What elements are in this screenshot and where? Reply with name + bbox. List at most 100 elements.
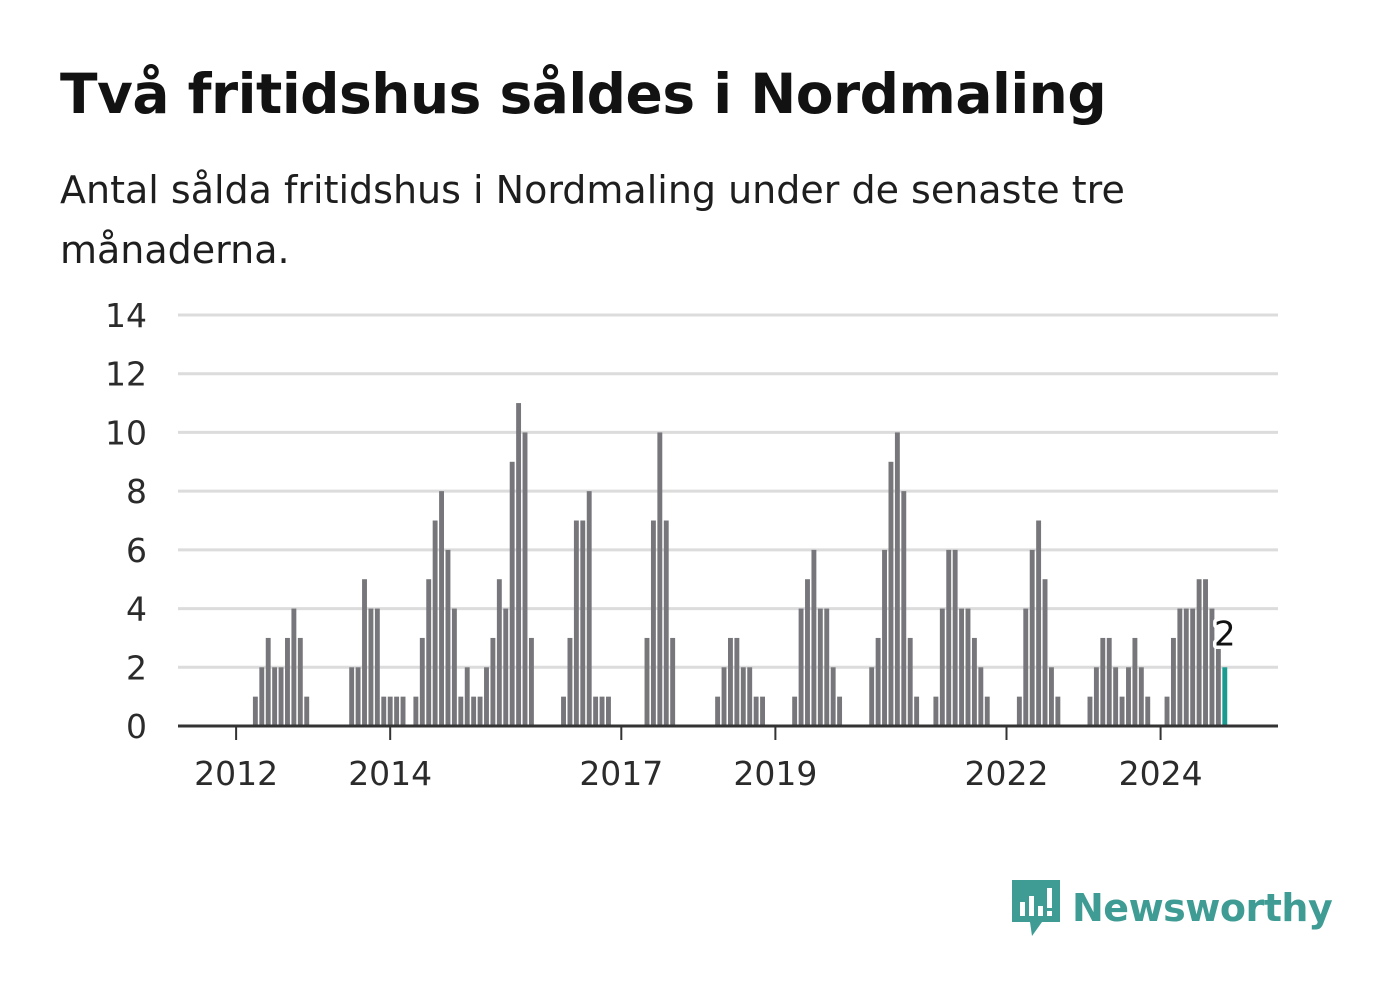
bar (747, 667, 753, 726)
bar (817, 608, 823, 726)
bar (1042, 579, 1048, 726)
grid-lines (178, 313, 1278, 669)
bar (252, 696, 258, 726)
bar (285, 637, 290, 726)
bar (1016, 696, 1022, 726)
brand-name: Newsworthy (1072, 886, 1333, 930)
bar (734, 637, 740, 726)
bar (760, 696, 765, 726)
bar (933, 696, 939, 726)
y-tick-label: 6 (126, 531, 147, 570)
bar (657, 432, 663, 726)
bar (439, 491, 444, 726)
bar (297, 637, 303, 726)
bar (432, 520, 438, 726)
bar (888, 461, 894, 726)
bar (869, 667, 875, 726)
bar (599, 696, 605, 726)
bar (1036, 520, 1042, 726)
y-tick-label: 2 (126, 648, 147, 687)
bar (805, 579, 810, 726)
bar (959, 608, 965, 726)
bar (914, 696, 920, 726)
bar (1113, 667, 1119, 726)
bar (1126, 667, 1131, 726)
bar (490, 637, 496, 726)
bar (368, 608, 374, 726)
y-tick-label: 10 (105, 413, 147, 452)
bar (477, 696, 483, 726)
bar (278, 667, 284, 726)
bar (586, 491, 592, 726)
y-tick-label: 0 (126, 707, 147, 746)
bar (1209, 608, 1215, 726)
bar (567, 637, 573, 726)
bar (901, 491, 907, 726)
bar (952, 549, 958, 726)
bar (670, 637, 676, 726)
bar (503, 608, 509, 726)
bar (1029, 549, 1035, 726)
bar (1023, 608, 1029, 726)
bar (1203, 579, 1208, 726)
bar (824, 608, 830, 726)
bar (272, 667, 278, 726)
bar (1106, 637, 1112, 726)
bar (451, 608, 457, 726)
bar (464, 667, 470, 726)
x-tick-label: 2012 (194, 754, 278, 793)
newsworthy-logo: Newsworthy (1010, 878, 1333, 938)
y-axis-ticks: 0 2 4 6 8 10 12 14 (105, 296, 147, 746)
bar (1145, 696, 1151, 726)
bar (528, 637, 534, 726)
bar (978, 667, 984, 726)
bar (875, 637, 881, 726)
x-tick-label: 2017 (579, 754, 663, 793)
bar (259, 667, 265, 726)
chart-subtitle: Antal sålda fritidshus i Nordmaling unde… (60, 168, 1125, 272)
bar (1177, 608, 1183, 726)
bar (1138, 667, 1144, 726)
x-tick-label: 2014 (348, 754, 432, 793)
data-labels: 2 (1210, 611, 1239, 658)
x-tick-label: 2024 (1119, 754, 1203, 793)
bar (1100, 637, 1106, 726)
bar (894, 432, 900, 726)
bar (946, 549, 952, 726)
bar (882, 549, 887, 726)
bar (939, 608, 945, 726)
bar (471, 696, 477, 726)
bar (965, 608, 971, 726)
bar (400, 696, 406, 726)
bar (394, 696, 400, 726)
bar (606, 696, 611, 726)
bar (1055, 696, 1061, 726)
bar (291, 608, 297, 726)
bar (362, 579, 367, 726)
bar (650, 520, 656, 726)
bar (1196, 579, 1202, 726)
bar (1164, 696, 1170, 726)
bar (445, 549, 451, 726)
bar (721, 667, 727, 726)
bars (252, 403, 1228, 726)
bar (1087, 696, 1093, 726)
newsworthy-logo-icon (1012, 880, 1060, 936)
bar (907, 637, 913, 726)
bar (798, 608, 804, 726)
bar (509, 461, 515, 726)
bar (1183, 608, 1189, 726)
bar (573, 520, 579, 726)
bar (265, 637, 271, 726)
bar (458, 696, 464, 726)
bar (413, 696, 419, 726)
bar (580, 520, 586, 726)
bar (381, 696, 387, 726)
bar (304, 696, 310, 726)
bar (740, 667, 746, 726)
bar (1132, 637, 1138, 726)
bar (484, 667, 489, 726)
x-tick-label: 2019 (733, 754, 817, 793)
y-tick-label: 12 (105, 355, 147, 394)
x-axis-ticks: 2012 2014 2017 2019 2022 2024 (194, 726, 1203, 793)
